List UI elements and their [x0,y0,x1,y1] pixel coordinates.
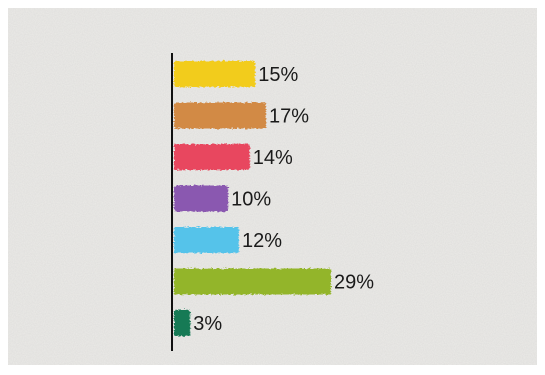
labels-layer: 15% 17% 14% 10% 12% 29% 3% [193,64,374,335]
bar-7 [174,310,191,336]
bar-4 [174,185,229,212]
bar-1 [174,61,256,87]
bar-2 [174,102,267,129]
bar-value-label-6: 29% [334,272,374,294]
paper-texture [8,8,537,365]
bars-layer [174,61,331,336]
bar-value-label-4: 10% [231,189,271,211]
bar-value-label-3: 14% [253,147,293,169]
bar-value-label-2: 17% [269,106,309,128]
bar-value-label-7: 3% [193,313,222,335]
bar-value-label-5: 12% [242,230,282,252]
bar-value-label-1: 15% [258,64,298,86]
bar-6 [174,268,331,295]
bar-5 [174,227,239,253]
bar-3 [174,144,250,170]
